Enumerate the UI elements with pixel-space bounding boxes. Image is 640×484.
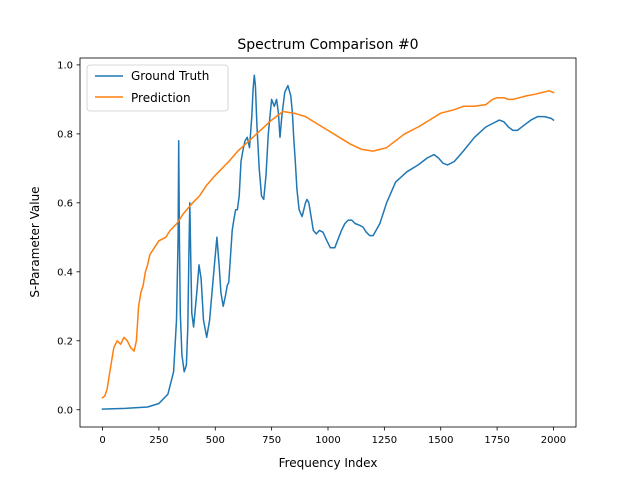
- legend: Ground Truth Prediction: [86, 64, 229, 112]
- x-tick-label: 500: [206, 435, 225, 446]
- x-axis-label: Frequency Index: [279, 456, 378, 470]
- chart-title: Spectrum Comparison #0: [237, 37, 418, 53]
- series-line-prediction: [101, 90, 555, 399]
- x-tick-label: 250: [149, 435, 168, 446]
- x-tick-label: 2000: [541, 435, 566, 446]
- y-tick-label: 0.0: [57, 405, 73, 416]
- y-tick-label: 0.2: [57, 336, 73, 347]
- y-axis-label: S-Parameter Value: [28, 186, 42, 297]
- x-tick-label: 1750: [484, 435, 509, 446]
- y-tick-label: 0.6: [57, 198, 73, 209]
- y-tick-label: 0.4: [57, 267, 73, 278]
- x-tick-label: 1250: [372, 435, 397, 446]
- x-tick-label: 750: [262, 435, 281, 446]
- series-line-ground-truth: [101, 74, 555, 410]
- x-tick-label: 0: [99, 435, 105, 446]
- legend-label-prediction: Prediction: [131, 91, 191, 105]
- x-tick-label: 1500: [428, 435, 453, 446]
- y-axis: 0.0 0.2 0.4 0.6 0.8 1.0: [57, 60, 80, 416]
- y-tick-label: 0.8: [57, 129, 73, 140]
- x-axis: 0 250 500 750 1000 1250 1500 1750 2000: [99, 427, 566, 446]
- legend-label-ground-truth: Ground Truth: [131, 69, 209, 83]
- y-tick-label: 1.0: [57, 60, 73, 71]
- x-tick-label: 1000: [315, 435, 340, 446]
- plot-area: [101, 74, 555, 410]
